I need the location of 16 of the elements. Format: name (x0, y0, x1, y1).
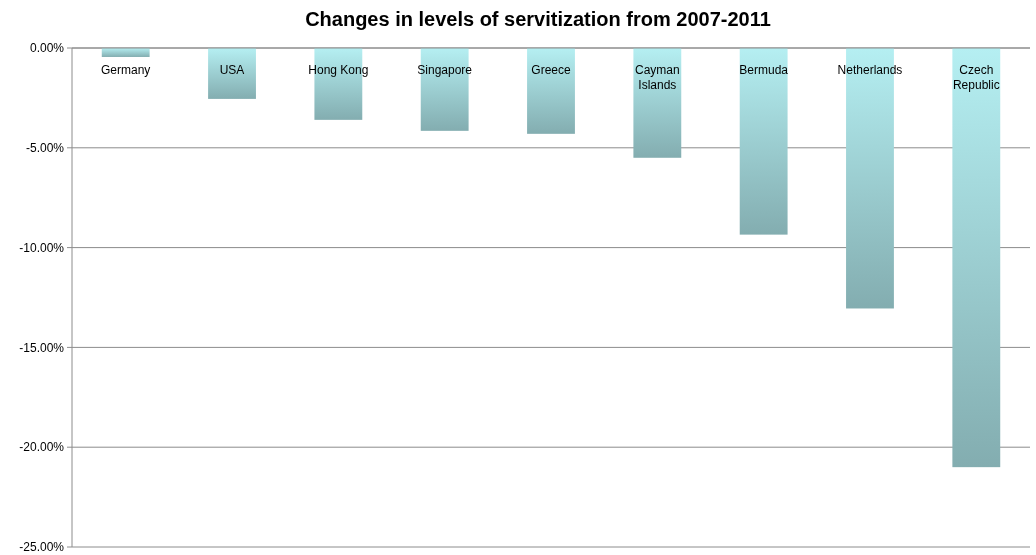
y-tick-label: -20.00% (19, 440, 65, 455)
x-tick-label: Greece (531, 63, 571, 77)
x-tick-label: Bermuda (739, 63, 789, 77)
x-tick-label: Netherlands (837, 63, 903, 77)
y-tick-label: -25.00% (19, 540, 65, 555)
x-tick-label: Singapore (417, 63, 473, 77)
y-tick-label: -15.00% (19, 340, 65, 355)
x-tick-label: Cayman Islands (634, 63, 680, 92)
y-tick-label: -10.00% (19, 240, 65, 255)
x-tick-label: Hong Kong (308, 63, 369, 77)
y-tick-label: -5.00% (25, 141, 65, 155)
x-tick-label: Germany (101, 63, 151, 77)
chart-title: Changes in levels of servitization from 2007-2011 (305, 8, 771, 30)
x-tick-label: USA (219, 63, 245, 77)
x-tick-label: Czech Republic (952, 63, 1000, 92)
y-tick-label: 0.00% (29, 41, 65, 56)
